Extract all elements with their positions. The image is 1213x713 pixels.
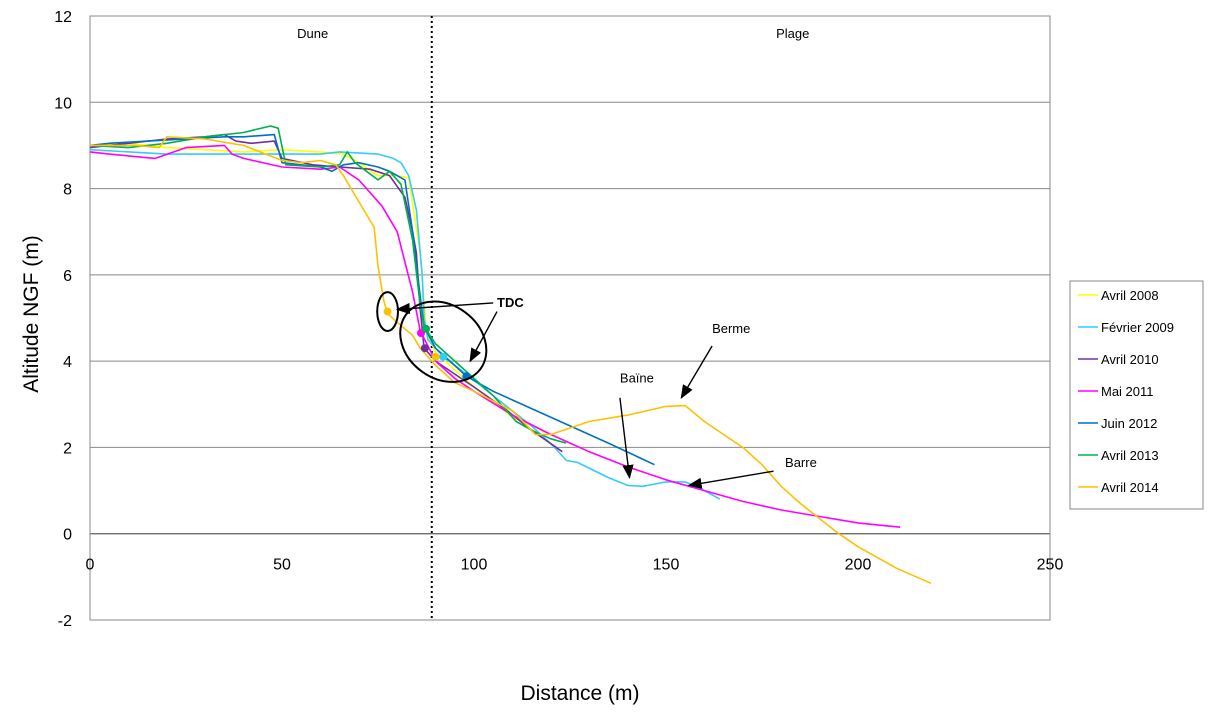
tdc-point-avril-2013	[422, 324, 430, 333]
plot-area	[89, 15, 1051, 621]
legend-box	[1069, 280, 1204, 510]
zone-label-plage: Plage	[776, 26, 809, 41]
legend-label-avril-2008: Avril 2008	[1101, 288, 1159, 303]
y-tick-label: 0	[63, 527, 72, 544]
tdc-point-fevrier-2009	[439, 352, 448, 361]
tdc-markers	[383, 307, 471, 381]
x-tick-label: 0	[86, 557, 95, 574]
annotation-label-berme: Berme	[712, 321, 750, 336]
tdc-point-avril-2010	[420, 344, 429, 353]
series-line-mai-2011	[89, 144, 901, 528]
x-axis-title: Distance (m)	[520, 682, 639, 705]
y-tick-label: 12	[54, 9, 72, 26]
gridlines	[89, 15, 1050, 621]
annotation-label-baine: Baïne	[620, 371, 654, 386]
x-tick-label: 50	[273, 557, 291, 574]
legend-label-avril-2014: Avril 2014	[1101, 480, 1159, 495]
series-lines	[89, 125, 932, 585]
legend: Avril 2008 Février 2009 Avril 2010 Mai 2011…	[1069, 280, 1204, 510]
series-line-juin-2012	[89, 133, 655, 466]
x-tick-label: 100	[461, 557, 488, 574]
tdc-highlight-ellipse	[399, 300, 488, 383]
y-tick-label: -2	[58, 613, 72, 630]
legend-label-fevrier-2009: Février 2009	[1101, 320, 1174, 335]
x-tick-labels: 0 50 100 150 200 250	[86, 557, 1064, 574]
legend-label-avril-2013: Avril 2013	[1101, 448, 1159, 463]
annotation-arrow-tdc	[395, 302, 494, 315]
tdc-point-avril-2014	[383, 307, 392, 316]
zone-labels: Dune Plage	[297, 26, 809, 41]
annotation-label-barre: Barre	[785, 455, 817, 470]
x-tick-label: 250	[1037, 557, 1064, 574]
x-tick-label: 200	[845, 557, 872, 574]
y-tick-label: 4	[63, 354, 72, 371]
annotation-arrow-baine	[619, 397, 634, 480]
series-line-avril-2013	[89, 125, 567, 444]
y-tick-label: 2	[63, 440, 72, 457]
x-tick-label: 150	[653, 557, 680, 574]
y-tick-label: 8	[63, 182, 72, 199]
annotation-arrow-tdc	[469, 311, 498, 363]
legend-items: Avril 2008 Février 2009 Avril 2010 Mai 2011…	[1078, 288, 1174, 495]
y-tick-label: 10	[54, 95, 72, 112]
series-line-avril-2010	[89, 133, 563, 453]
annotation-label-tdc: TDC	[497, 295, 524, 310]
tdc-point-avril-2014	[431, 352, 440, 361]
legend-label-mai-2011: Mai 2011	[1101, 384, 1154, 399]
series-line-avril-2014	[90, 136, 932, 585]
y-tick-label: 6	[63, 268, 72, 285]
zone-label-dune: Dune	[297, 26, 328, 41]
annotations: TDC Berme Baïne Barre	[376, 291, 817, 489]
legend-label-avril-2010: Avril 2010	[1101, 352, 1159, 367]
annotation-arrow-barre	[687, 470, 774, 489]
annotation-arrow-berme	[680, 345, 713, 400]
legend-label-juin-2012: Juin 2012	[1101, 416, 1157, 431]
y-axis-title: Altitude NGF (m)	[20, 235, 43, 393]
y-tick-labels: -2 0 2 4 6 8 10 12	[54, 9, 72, 630]
